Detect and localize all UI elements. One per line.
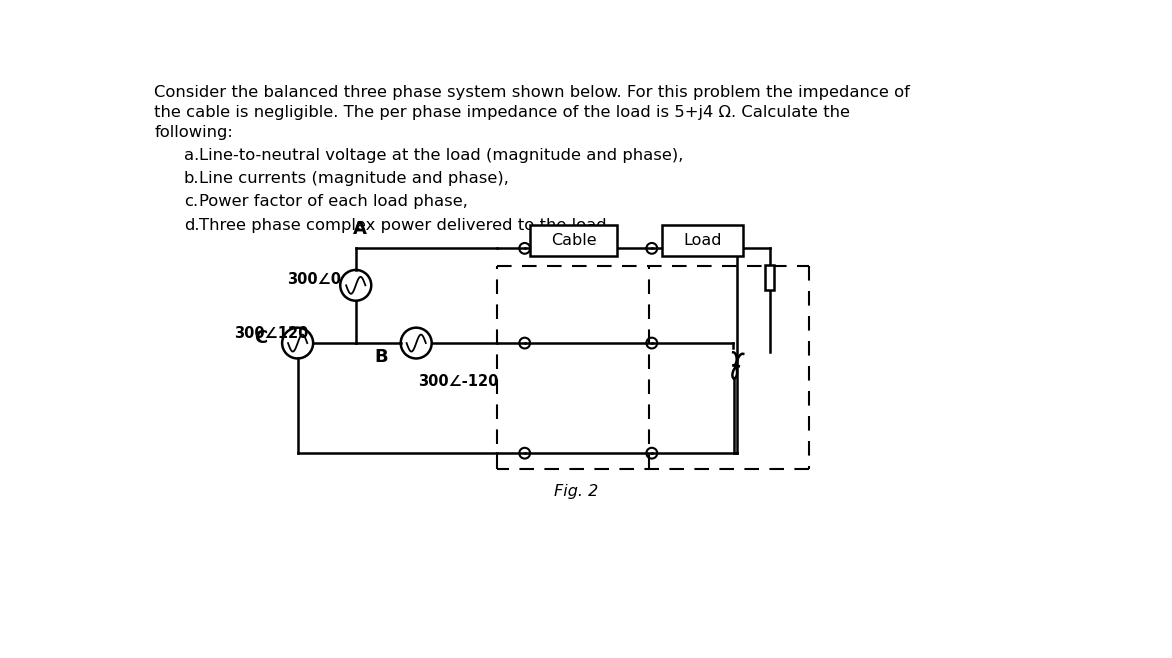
- Text: Three phase complex power delivered to the load.: Three phase complex power delivered to t…: [199, 218, 612, 232]
- Text: Power factor of each load phase,: Power factor of each load phase,: [199, 195, 468, 209]
- Bar: [530, 225, 616, 256]
- Text: Consider the balanced three phase system shown below. For this problem the imped: Consider the balanced three phase system…: [155, 85, 911, 100]
- Text: Line-to-neutral voltage at the load (magnitude and phase),: Line-to-neutral voltage at the load (mag…: [199, 148, 683, 163]
- Text: d.: d.: [184, 218, 199, 232]
- Bar: [765, 265, 774, 290]
- Text: Cable: Cable: [551, 233, 597, 248]
- Text: b.: b.: [184, 171, 199, 186]
- Text: B: B: [375, 348, 388, 366]
- Text: c.: c.: [184, 195, 198, 209]
- Text: C: C: [254, 330, 267, 347]
- Bar: [662, 225, 743, 256]
- Text: 300∠120: 300∠120: [234, 326, 308, 342]
- Text: A: A: [353, 220, 367, 238]
- Text: a.: a.: [184, 148, 199, 163]
- Text: Fig. 2: Fig. 2: [554, 484, 599, 499]
- Text: Line currents (magnitude and phase),: Line currents (magnitude and phase),: [199, 171, 509, 186]
- Text: 300∠-120: 300∠-120: [417, 374, 498, 389]
- Text: the cable is negligible. The per phase impedance of the load is 5+j4 Ω. Calculat: the cable is negligible. The per phase i…: [155, 105, 850, 120]
- Text: Load: Load: [683, 233, 722, 248]
- Text: following:: following:: [155, 125, 233, 140]
- Text: 300∠0: 300∠0: [287, 272, 341, 287]
